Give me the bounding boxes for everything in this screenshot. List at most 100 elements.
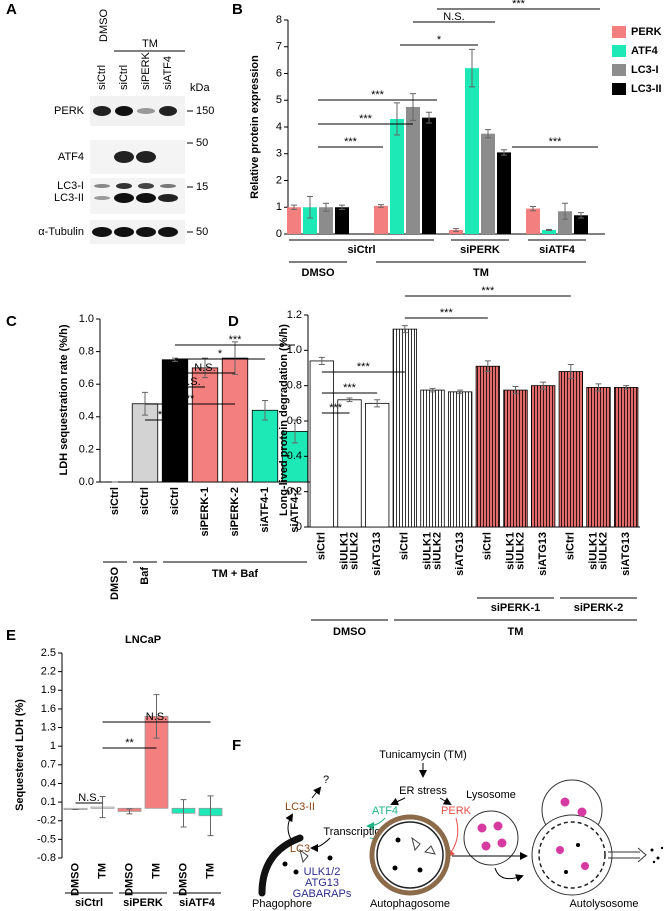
error-bar <box>180 799 187 828</box>
x-tick-label: siATG13 <box>454 532 466 576</box>
group-label: TM <box>473 267 489 279</box>
x-tick-label: siATG13 <box>371 532 383 576</box>
error-bar <box>567 363 574 380</box>
chart-title: LNCaP <box>125 634 161 646</box>
legend-swatch <box>612 26 626 38</box>
question-mark: ? <box>323 774 329 786</box>
row-label: ATF4 <box>58 151 84 163</box>
group-label: siCtrl <box>347 244 375 256</box>
y-tick-label: 0.7 <box>41 759 56 771</box>
transcription-node: Transcription <box>323 826 386 838</box>
bar <box>526 208 540 234</box>
bar <box>335 207 349 234</box>
error-bar <box>578 212 584 219</box>
bar <box>337 399 362 528</box>
arrow <box>285 813 294 842</box>
y-tick-label: 1.0 <box>79 313 94 325</box>
y-axis-label: LDH sequestration rate (%/h) <box>58 324 70 475</box>
lane-label: siCtrl <box>118 65 130 90</box>
arrow <box>366 817 386 830</box>
significance-label: N.S. <box>443 11 464 23</box>
error-bar <box>401 325 408 334</box>
band <box>93 106 111 116</box>
error-bar <box>410 93 416 121</box>
group-label: TM + Baf <box>212 568 258 580</box>
x-tick-label: TM <box>204 863 216 879</box>
y-tick-label: -0.2 <box>37 815 56 827</box>
error-bar <box>453 228 459 232</box>
x-tick-label: siATF4-2 <box>289 487 301 533</box>
legend-label: ATF4 <box>631 45 659 57</box>
band <box>94 196 110 200</box>
y-tick-label: 0.2 <box>79 443 94 455</box>
bar <box>497 152 511 234</box>
y-tick-label: 0.4 <box>41 777 56 789</box>
row-label: α-Tubulin <box>38 226 84 238</box>
group-label: siPERK <box>123 897 163 909</box>
cargo <box>564 870 568 874</box>
x-tick-label: siATF4-1 <box>259 487 271 533</box>
y-tick-label: 1.3 <box>41 721 56 733</box>
x-tick-label: siULK2 <box>348 532 360 570</box>
error-bar <box>307 196 313 219</box>
cargo <box>395 837 401 843</box>
bar <box>574 215 588 234</box>
bar <box>465 68 479 235</box>
error-bar <box>202 357 208 379</box>
band <box>114 227 134 237</box>
row-label: LC3-II <box>54 192 84 204</box>
significance-label: ** <box>186 393 195 405</box>
x-tick-label: siULK2 <box>597 532 609 570</box>
lane-label: siPERK <box>140 51 152 90</box>
error-bar <box>429 387 436 393</box>
treatment-label: DMSO <box>98 9 110 42</box>
y-tick-label: 1.2 <box>287 309 302 321</box>
cargo <box>327 855 333 861</box>
y-tick-label: 2 <box>276 174 282 186</box>
group-label: TM <box>508 626 524 638</box>
bar <box>392 328 417 528</box>
y-tick-label: 5 <box>276 94 282 106</box>
x-tick-label: siCtrl <box>399 532 411 560</box>
significance-label: *** <box>549 136 563 148</box>
bar <box>287 207 301 234</box>
factor-label: ULK1/2 <box>304 866 341 878</box>
enzyme <box>497 838 507 848</box>
band <box>136 151 156 163</box>
bar <box>481 133 495 234</box>
bar <box>614 387 639 528</box>
y-tick-label: 6 <box>276 67 282 79</box>
phagophore <box>258 834 304 897</box>
y-tick-label: 0.2 <box>287 486 302 498</box>
x-tick-label: siCtrl <box>169 487 181 515</box>
y-tick-label: 0.8 <box>287 380 302 392</box>
band <box>115 106 133 116</box>
error-bar <box>99 796 106 819</box>
bar <box>531 385 556 528</box>
panel-label: C <box>6 313 17 330</box>
band <box>159 106 177 116</box>
band <box>116 183 132 189</box>
row-label: PERK <box>54 105 85 117</box>
lysosome-label: Lysosome <box>466 789 516 801</box>
y-tick-label: 1 <box>276 201 282 213</box>
cargo <box>392 865 398 871</box>
x-tick-label: siULK1 <box>587 532 599 570</box>
bar <box>374 205 388 234</box>
bar <box>542 229 556 234</box>
x-tick-label: siULK1 <box>421 532 433 570</box>
error-bar <box>339 204 345 210</box>
arrow <box>390 797 406 806</box>
y-axis-label: Sequestered LDH (%) <box>14 699 26 811</box>
legend-label: LC3-I <box>631 64 659 76</box>
bar <box>558 371 583 528</box>
group-label: siPERK <box>460 244 500 256</box>
panel-label: B <box>232 1 243 18</box>
error-bar <box>485 129 491 139</box>
y-tick-label: 2.5 <box>41 647 56 659</box>
x-tick-label: DMSO <box>123 863 135 896</box>
x-tick-label: siULK1 <box>504 532 516 570</box>
bar <box>221 357 249 483</box>
error-bar <box>469 48 475 88</box>
